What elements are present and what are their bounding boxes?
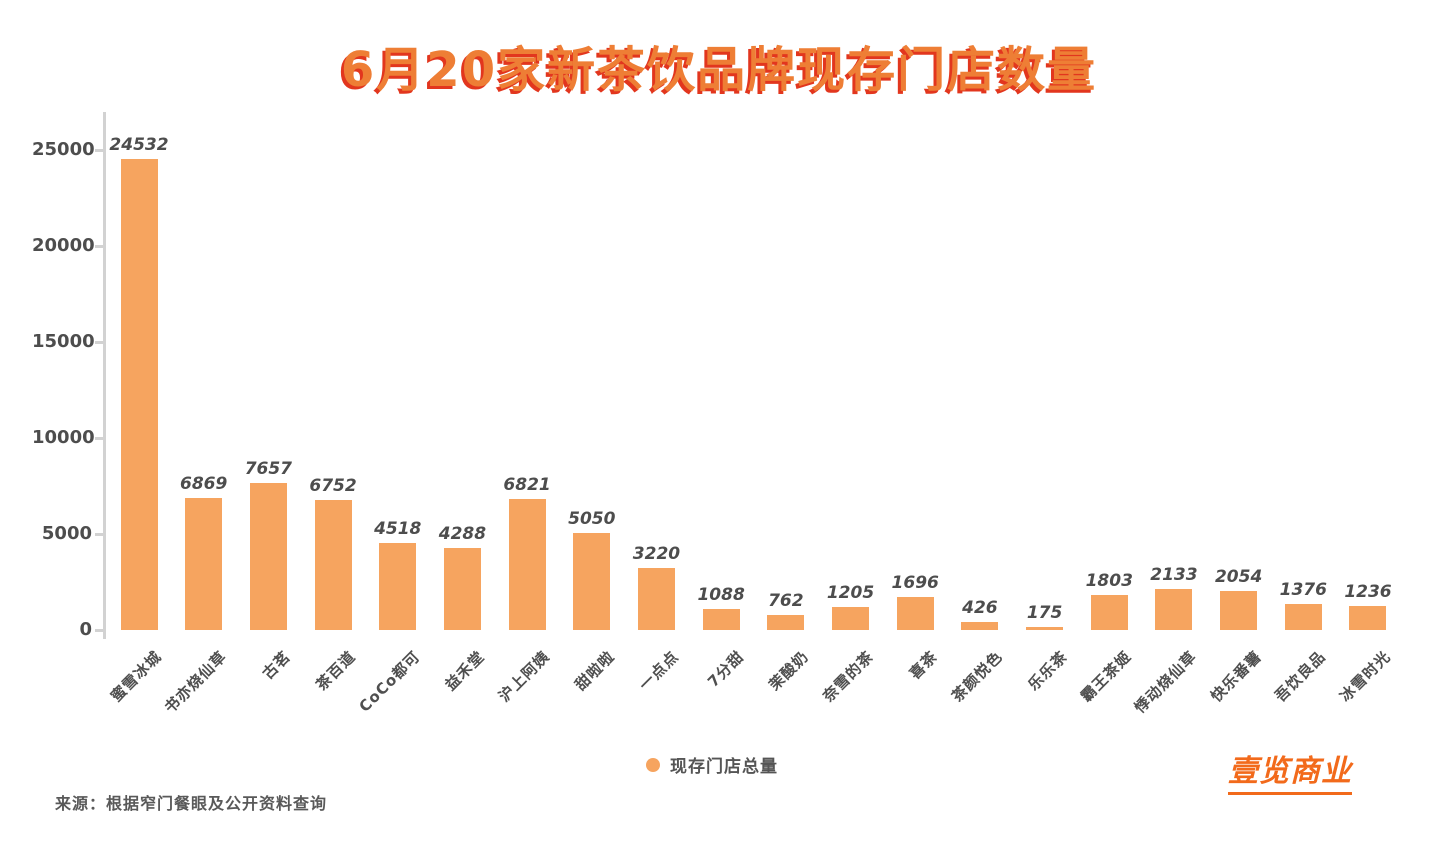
bar-value-label: 7657: [244, 458, 293, 479]
bar: [1284, 603, 1322, 630]
bar-value-label: 6821: [503, 475, 551, 496]
x-category-label: 冰雪时光: [1160, 646, 1394, 705]
yilan-business-logo: 壹览商业: [1228, 746, 1352, 795]
bar: [1026, 626, 1064, 630]
y-tick-label: 10000: [32, 427, 95, 448]
bar-value-label: 4518: [374, 519, 422, 540]
bar: [443, 547, 481, 630]
bar-value-label: 1236: [1344, 582, 1392, 603]
y-tick-mark: [95, 148, 104, 152]
bar-value-label: 24532: [109, 134, 169, 155]
chart-title: 6月20家新茶饮品牌现存门店数量: [340, 42, 1098, 98]
bar: [896, 597, 934, 630]
bar-value-label: 4288: [438, 523, 487, 544]
bar-value-label: 1803: [1085, 571, 1133, 592]
y-tick-mark: [95, 436, 104, 440]
bar: [314, 500, 352, 630]
bar-value-label: 426: [962, 597, 998, 618]
bar-value-label: 2054: [1214, 566, 1263, 587]
bar: [120, 158, 158, 630]
bar: [1349, 606, 1387, 630]
bar: [637, 568, 675, 630]
y-tick-label: 0: [79, 619, 92, 640]
y-tick-label: 20000: [32, 235, 95, 256]
bar: [185, 498, 223, 630]
y-tick-mark: [95, 532, 104, 536]
y-tick-label: 25000: [32, 139, 95, 160]
bar-value-label: 1376: [1279, 579, 1327, 600]
y-tick-mark: [95, 244, 104, 248]
bar: [1155, 589, 1193, 630]
y-tick-label: 5000: [41, 523, 92, 544]
bar: [767, 615, 805, 630]
bar: [1220, 590, 1258, 630]
y-tick-mark: [95, 628, 104, 632]
bar-value-label: 2133: [1150, 565, 1198, 586]
source-note: 来源：根据窄门餐眼及公开资料查询: [55, 794, 328, 813]
x-category-label-text: 冰雪时光: [1336, 647, 1395, 706]
legend-label: 现存门店总量: [670, 757, 778, 777]
bar-value-label: 1205: [826, 582, 875, 603]
bar-value-label: 1696: [891, 573, 939, 594]
bar: [702, 609, 740, 630]
bar: [832, 606, 870, 630]
bar-value-label: 5050: [568, 509, 616, 530]
y-tick-mark: [95, 340, 104, 344]
bar: [1090, 595, 1128, 630]
y-tick-label: 15000: [32, 331, 95, 352]
bar-value-label: 6752: [309, 476, 357, 497]
bar: [961, 621, 999, 630]
bar-value-label: 1088: [697, 585, 745, 606]
bar: [573, 533, 611, 630]
bar-value-label: 762: [768, 591, 804, 612]
bar-value-label: 175: [1026, 602, 1063, 623]
legend-dot-icon: [646, 757, 660, 772]
bar: [249, 482, 287, 630]
legend: 现存门店总量: [646, 752, 778, 777]
y-axis-line: [103, 112, 106, 639]
bar: [379, 543, 417, 630]
bar-value-label: 3220: [632, 544, 681, 565]
bar-value-label: 6869: [180, 474, 228, 495]
bar: [508, 499, 546, 630]
